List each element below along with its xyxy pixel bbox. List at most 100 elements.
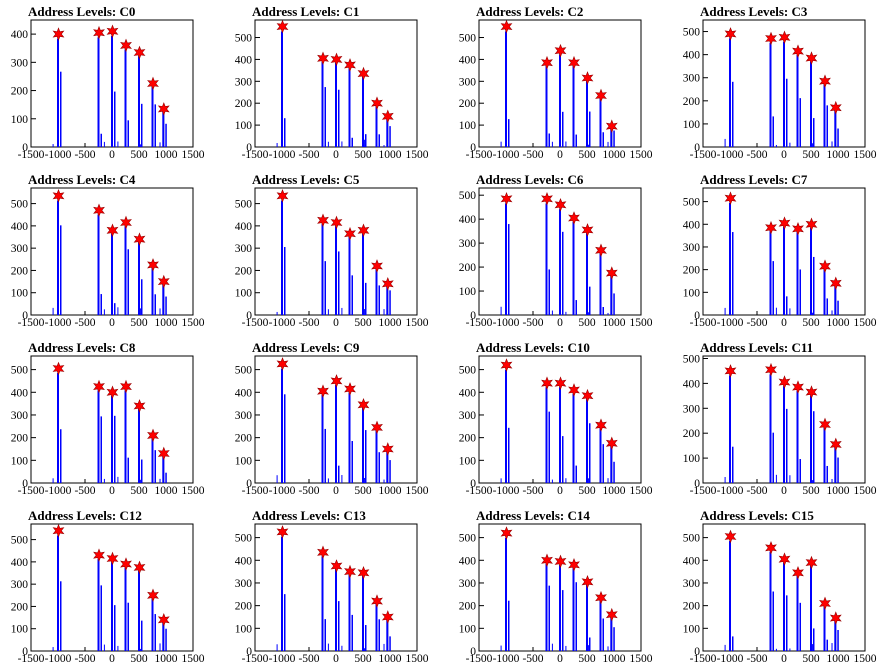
- hist-bar: [834, 619, 837, 651]
- hist-bar: [559, 387, 561, 483]
- peak-marker: [805, 385, 818, 399]
- x-tick-label: 1000: [155, 149, 178, 161]
- peak-marker: [605, 436, 618, 451]
- x-tick-label: -1000: [493, 653, 520, 665]
- hist-bar-small: [327, 643, 329, 651]
- hist-bar: [154, 450, 156, 483]
- hist-bar: [335, 569, 337, 651]
- x-tick-label: 0: [781, 653, 787, 665]
- hist-bar: [729, 202, 731, 315]
- x-tick-label: -1000: [45, 149, 72, 161]
- y-tick-label: 500: [459, 33, 477, 45]
- y-tick-label: 300: [683, 73, 701, 85]
- hist-bar-small: [52, 307, 54, 315]
- peak-marker: [52, 188, 65, 203]
- hist-bar: [378, 619, 380, 651]
- hist-bar: [834, 284, 837, 315]
- x-tick-label: -1500: [466, 149, 493, 161]
- peak-marker: [276, 188, 289, 203]
- y-tick-label: 0: [470, 310, 476, 322]
- x-tick-label: -1000: [717, 149, 744, 161]
- x-tick-label: -1000: [269, 149, 296, 161]
- hist-bar: [138, 570, 140, 651]
- peak-marker: [819, 417, 831, 432]
- x-tick-label: 1500: [630, 317, 653, 329]
- peak-marker: [554, 197, 567, 212]
- x-tick-label: 0: [109, 149, 115, 161]
- y-tick-label: 500: [459, 190, 477, 202]
- y-tick-label: 0: [470, 646, 476, 658]
- y-tick-label: 400: [235, 54, 253, 66]
- panel-title: Address Levels: C4: [28, 172, 136, 187]
- hist-bar: [378, 134, 380, 147]
- hist-bar: [57, 38, 59, 148]
- x-tick-label: 1500: [854, 653, 877, 665]
- peak-marker: [133, 232, 146, 247]
- hist-bar: [572, 568, 575, 651]
- y-tick-label: 300: [235, 76, 253, 88]
- hist-bar: [162, 454, 165, 483]
- hist-bar: [389, 290, 391, 315]
- y-tick-label: 100: [459, 455, 477, 467]
- peak-marker: [52, 523, 65, 538]
- x-tick-label: 1500: [854, 317, 877, 329]
- y-tick-label: 300: [459, 578, 477, 590]
- y-tick-label: 400: [683, 50, 701, 62]
- y-tick-label: 500: [235, 33, 253, 45]
- hist-bar-small: [117, 307, 119, 315]
- y-tick-label: 100: [235, 623, 253, 635]
- hist-bar: [124, 226, 127, 315]
- hist-bar-small: [140, 308, 142, 315]
- hist-bar: [823, 268, 826, 315]
- hist-bar: [100, 294, 102, 315]
- peak-marker: [317, 213, 329, 228]
- hist-bar: [769, 374, 772, 483]
- x-tick-label: 0: [557, 485, 563, 497]
- hist-bar: [362, 407, 364, 483]
- hist-bar: [338, 601, 340, 651]
- hist-bar: [799, 602, 801, 651]
- y-tick-label: 300: [459, 238, 477, 250]
- hist-bar-small: [341, 475, 343, 483]
- peak-marker: [120, 379, 132, 394]
- x-tick-label: -1000: [269, 317, 296, 329]
- hist-bar-small: [364, 309, 366, 315]
- hist-bar: [284, 247, 286, 315]
- hist-bar-small: [383, 643, 385, 651]
- hist-bar: [321, 224, 324, 315]
- y-tick-label: 500: [683, 197, 701, 209]
- hist-bar: [321, 61, 324, 147]
- hist-bar: [151, 266, 154, 315]
- hist-bar: [826, 298, 828, 315]
- x-tick-label: -1500: [242, 149, 269, 161]
- hist-bar-small: [588, 144, 590, 147]
- peak-marker: [595, 590, 607, 605]
- hist-bar-small: [831, 478, 833, 483]
- peak-marker: [778, 216, 791, 231]
- hist-bar: [586, 80, 588, 147]
- peak-marker: [357, 223, 370, 238]
- y-tick-label: 400: [459, 54, 477, 66]
- peak-marker: [371, 420, 383, 435]
- peak-marker: [541, 553, 553, 568]
- hist-bar: [813, 628, 815, 651]
- hist-bar: [335, 385, 337, 483]
- peak-marker: [133, 45, 146, 60]
- panel-c3: Address Levels: C31002003004005000-1500-…: [683, 4, 877, 161]
- x-tick-label: -500: [298, 485, 319, 497]
- hist-bar: [559, 209, 561, 315]
- y-tick-label: 100: [235, 288, 253, 300]
- peak-marker: [147, 588, 159, 603]
- x-tick-label: -1000: [717, 317, 744, 329]
- hist-bar: [100, 133, 102, 147]
- hist-bar: [826, 105, 828, 147]
- y-tick-label: 300: [235, 578, 253, 590]
- hist-bar-small: [140, 479, 142, 483]
- hist-bar: [348, 574, 351, 651]
- panel-c11: Address Levels: C111002003004005000-1500…: [683, 340, 877, 497]
- hist-bar: [575, 134, 577, 147]
- hist-bar: [813, 411, 815, 483]
- hist-bar-small: [588, 645, 590, 651]
- hist-bar: [772, 261, 774, 315]
- x-tick-label: 1500: [630, 485, 653, 497]
